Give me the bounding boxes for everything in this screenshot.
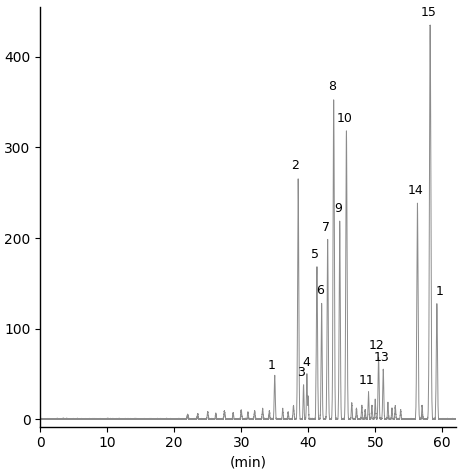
Text: 15: 15 (421, 6, 437, 18)
Text: 11: 11 (358, 374, 374, 387)
Text: 13: 13 (374, 351, 390, 364)
Text: 1: 1 (435, 285, 443, 298)
Text: 4: 4 (302, 356, 310, 369)
Text: 3: 3 (297, 366, 305, 379)
Text: 5: 5 (311, 248, 319, 261)
Text: 9: 9 (335, 202, 342, 215)
Text: 1: 1 (268, 359, 276, 372)
Text: 6: 6 (316, 284, 324, 297)
Text: 10: 10 (337, 112, 353, 125)
Text: 12: 12 (369, 339, 385, 352)
Text: 14: 14 (408, 184, 424, 197)
Text: 2: 2 (292, 159, 300, 172)
Text: 7: 7 (322, 220, 330, 234)
X-axis label: (min): (min) (229, 456, 266, 470)
Text: 8: 8 (328, 80, 336, 93)
